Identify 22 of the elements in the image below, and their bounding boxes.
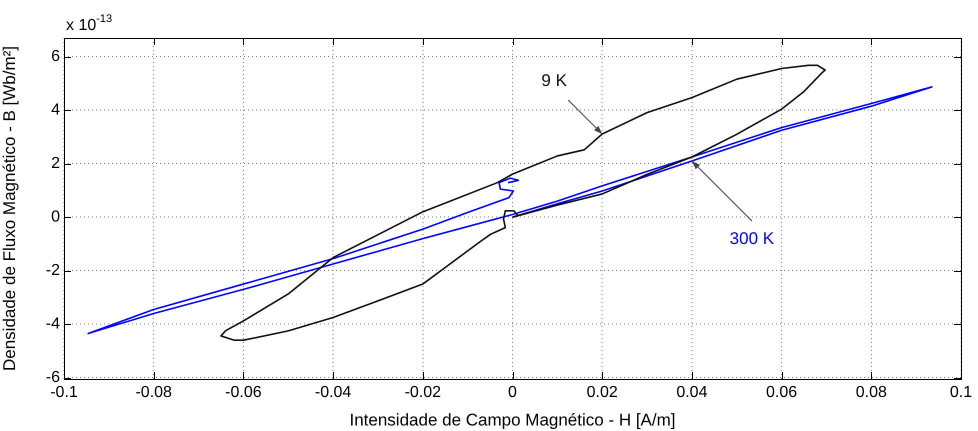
y-tick-label: -6 xyxy=(46,369,60,386)
y-tick-label: -2 xyxy=(46,262,60,280)
annotation: 300 K xyxy=(730,229,775,248)
annotation: 9 K xyxy=(541,71,568,90)
y-tick-label: -4 xyxy=(46,316,60,333)
x-tick-label: -0.04 xyxy=(314,384,352,402)
x-tick-label: -0.02 xyxy=(404,384,442,402)
x-axis-title: Intensidade de Campo Magnético - H [A/m] xyxy=(350,410,676,430)
x-tick-label: 0.02 xyxy=(586,384,618,402)
x-tick-label: -0.1 xyxy=(50,384,78,402)
y-tick-label: 6 xyxy=(51,48,60,66)
x-tick-label: 0 xyxy=(508,384,518,402)
y-axis-title: Densidade de Fluxo Magnético - B [Wb/m²] xyxy=(0,46,19,372)
y-tick-label: 4 xyxy=(51,102,60,119)
y-tick-label: 2 xyxy=(51,155,60,172)
y-tick-label: 0 xyxy=(51,208,60,226)
x-tick-label: 0.04 xyxy=(676,384,708,402)
x-tick-label: -0.08 xyxy=(135,384,172,402)
x-tick-label: 0.1 xyxy=(950,384,972,402)
x-tick-label: -0.06 xyxy=(225,384,262,402)
x-tick-label: 0.08 xyxy=(856,384,887,402)
x-tick-label: 0.06 xyxy=(766,384,798,402)
